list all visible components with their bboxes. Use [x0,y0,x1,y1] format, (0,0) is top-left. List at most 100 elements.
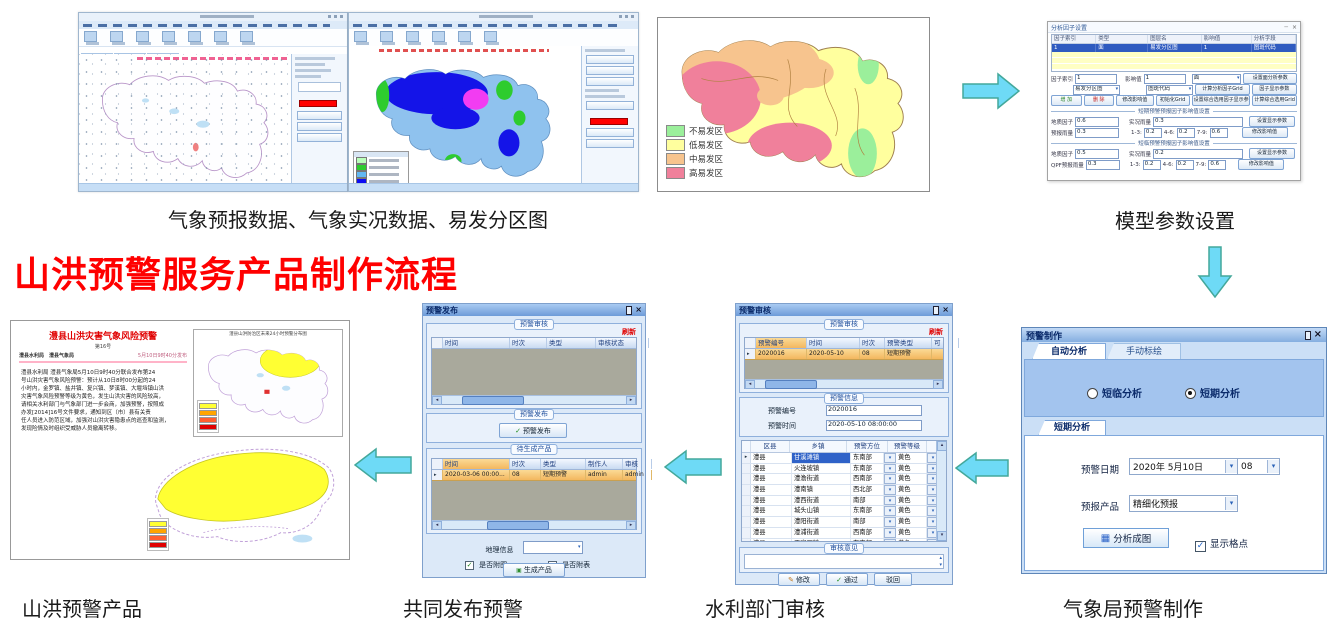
dropdown-arrow[interactable]: ▾ [884,506,896,517]
delete-button[interactable]: 删 除 [1083,95,1114,106]
type-combo[interactable]: 面 ▾ [1191,73,1242,84]
flow-arrow-left-1 [354,447,412,483]
factor-index-input[interactable]: 1 [1075,73,1118,84]
pending-grid[interactable]: 时间 时次 类型 制作人 审核 ▸ 2020-03-06 00:00... 08… [431,458,652,530]
susceptibility-legend: 不易发区 低易发区 中易发区 高易发区 [666,124,723,180]
refresh-link[interactable]: 刷新 [929,328,943,336]
modify-impact-button[interactable]: 修改影响值 [1241,127,1288,138]
attach-map-checkbox[interactable]: ✓ [465,561,474,570]
calc-combined-button[interactable]: 计算综合选用Grid [1252,95,1297,106]
v-scrollbar[interactable]: ▴ ▾ [936,441,946,541]
range-input[interactable]: 0.2 [1175,159,1194,170]
set-plane-button[interactable]: 设置面分析参数 [1243,73,1297,84]
close-icon[interactable]: × [1291,23,1297,31]
release-button[interactable]: ✓ 预警发布 [499,423,567,438]
geo-factor-input[interactable]: 0.6 [1075,116,1120,127]
calc-grid-button[interactable]: 计算分析因子Grid [1195,84,1250,95]
town-row: 澧县 澧浦街道 西南部 ▾ 黄色 ▾ [742,527,946,539]
set-combined-button[interactable]: 设置综合选用因子显示参数 [1191,95,1251,106]
row-marker: ▸ [742,453,751,463]
field-combo[interactable]: 图斑代码 ▾ [1146,84,1194,95]
display-params-button[interactable]: 设置显示参数 [1249,148,1296,159]
warning-row-selected[interactable]: ▸ 2020016 2020-05-10 08 短期预警 [745,349,943,360]
level-cell: 黄色 [896,474,927,485]
tab-auto-analysis[interactable]: 自动分析 [1032,343,1106,360]
h-scrollbar[interactable]: ◂ ▸ [745,379,943,389]
pin-icon[interactable] [1304,330,1311,340]
dropdown-arrow[interactable]: ▾ [884,485,896,495]
dropdown-arrow[interactable]: ▾ [884,517,896,527]
tab-manual-draw[interactable]: 手动标绘 [1107,343,1181,360]
product-combo[interactable]: 精细化预报 ▾ [1129,495,1238,512]
refresh-link[interactable]: 刷新 [622,328,636,336]
doc-issuer: 澧县水利局 澧县气象局 [19,353,75,359]
range-input[interactable]: 0.2 [1176,127,1195,138]
pass-button[interactable]: ✓ 通过 [826,573,868,586]
modify-impact-button[interactable]: 修改影响值 [1116,95,1154,106]
dropdown-arrow[interactable]: ▾ [884,463,896,474]
factor-display-button[interactable]: 因子显示参数 [1251,84,1298,95]
shortterm-radio[interactable]: 短期分析 [1185,382,1240,401]
dropdown-arrow[interactable]: ▾ [884,538,896,541]
generate-button[interactable]: ▣ 生成产品 [503,563,565,577]
modify-button[interactable]: ✎ 修改 [778,573,820,586]
doc-body-line: 澧县水利局 澧县气象局5月10日9时40分联合发布第24 [21,370,156,376]
geo-row: 地理信息 ▾ [423,537,645,556]
show-grid-checkbox[interactable]: ✓ 显示格点 [1195,539,1249,552]
level-cell: 黄色 [896,453,927,463]
gear-icon: ▣ [516,566,522,574]
town-row: 澧县 澧澹街道 西南部 ▾ 黄色 ▾ [742,474,946,486]
legend-label-blur [369,159,399,162]
init-grid-button[interactable]: 初始化Grid [1155,95,1190,106]
add-button[interactable]: 增 加 [1051,95,1082,106]
h-scrollbar[interactable]: ◂ ▸ [432,395,636,405]
hour-combo[interactable]: 08 ▾ [1237,458,1280,475]
close-icon[interactable]: × [1313,329,1322,340]
opinion-textarea[interactable]: ▴ ▾ [744,554,944,569]
warning-time-input[interactable]: 2020-05-10 08:00:00 [826,420,922,431]
live-rain-input[interactable]: 0.2 [1153,148,1244,159]
geo-factor-input[interactable]: 0.5 [1075,148,1120,159]
pending-row-selected[interactable]: ▸ 2020-03-06 00:00... 08 短期预警 admin admi… [432,470,652,481]
nowcast-radio[interactable]: 短临分析 [1087,382,1142,401]
legend-swatch [666,139,685,151]
reject-button[interactable]: 驳回 [874,573,912,586]
layer-combo[interactable]: 易发分区图 ▾ [1073,84,1121,95]
direction-cell: 西南部 [851,527,884,538]
range-input[interactable]: 0.2 [1142,159,1161,170]
pin-icon[interactable] [933,305,940,315]
dropdown-arrow[interactable]: ▾ [884,527,896,538]
tab-shortterm[interactable]: 短期分析 [1038,420,1106,436]
qpf-rain-input[interactable]: 0.3 [1085,159,1120,170]
close-icon[interactable]: × [635,305,642,314]
towns-table[interactable]: 区县 乡镇 预警方位 预警等级 ▸ 澧县 甘溪滩镇 东南部 ▾ 黄色 ▾ 澧县 火连坡镇 东南部 ▾… [741,440,947,542]
analysis-mode-zone: 短临分析 短期分析 [1024,359,1324,417]
county-cell: 澧县 [751,495,792,506]
warning-no-input[interactable]: 2020016 [826,405,922,416]
pin-icon[interactable] [626,305,633,315]
doc-map-legend [147,518,169,551]
impact-input[interactable]: 1 [1143,73,1186,84]
forecast-rain-input[interactable]: 0.3 [1075,127,1120,138]
warning-grid[interactable]: 预警编号 时间 时次 预警类型 可 ▸ 2020016 2020-05-10 0… [744,337,959,389]
analyze-button[interactable]: ▦ 分析成图 [1083,528,1169,548]
dropdown-arrow[interactable]: ▾ [884,453,896,463]
doc-map-title: 澧县山洪防治区未来24小时预警分布图 [229,332,307,337]
minimize-icon[interactable]: ─ [1284,23,1288,31]
h-scrollbar[interactable]: ◂ ▸ [432,520,636,530]
geo-combo[interactable]: ▾ [522,541,583,554]
dropdown-arrow[interactable]: ▾ [884,495,896,506]
range-input[interactable]: 0.6 [1208,159,1227,170]
date-combo[interactable]: 2020年 5月10日 ▾ [1129,458,1238,475]
dropdown-arrow[interactable]: ▾ [884,474,896,485]
review-grid[interactable]: 时间 时次 类型 审核状态 ◂ ▸ [431,337,649,405]
display-params-button[interactable]: 设置显示参数 [1249,116,1296,127]
row-marker [742,463,751,474]
close-icon[interactable]: × [942,305,949,314]
county-cell: 澧县 [751,453,792,463]
range-input[interactable]: 0.6 [1209,127,1228,138]
range-input[interactable]: 0.2 [1143,127,1162,138]
modify-impact-button[interactable]: 修改影响值 [1238,159,1285,170]
live-rain-input[interactable]: 0.3 [1153,116,1244,127]
